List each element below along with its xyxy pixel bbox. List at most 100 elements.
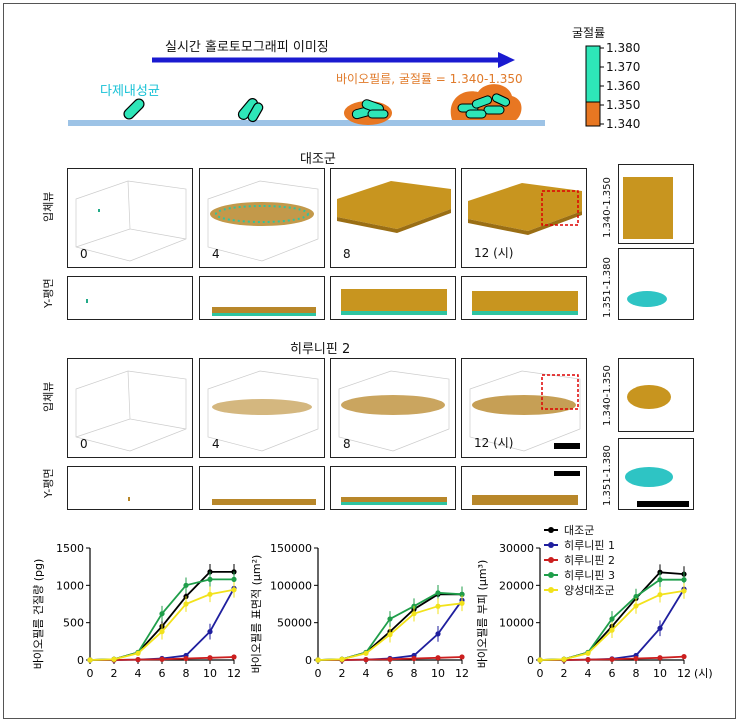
time-label: 0 xyxy=(80,437,88,451)
data-point xyxy=(207,629,213,635)
x-tick-label: 10 xyxy=(431,667,445,680)
ri-tick: 1.370 xyxy=(606,60,641,74)
legend-swatch xyxy=(544,571,558,578)
data-point xyxy=(435,603,441,609)
y-axis-label: 바이오필름 표면적 (μm²) xyxy=(250,555,263,674)
biofilm-render xyxy=(337,181,451,233)
data-point xyxy=(609,616,615,622)
substrate xyxy=(68,120,545,126)
side-label-high: 1.351-1.380 xyxy=(602,445,613,506)
ri-tick: 1.340 xyxy=(606,117,641,131)
x-tick-label: 8 xyxy=(633,667,640,680)
data-point xyxy=(207,655,213,661)
group1-title: 대조군 xyxy=(300,152,336,167)
time-label: 4 xyxy=(212,437,220,451)
x-tick-label: 0 xyxy=(87,667,94,680)
data-point xyxy=(363,657,369,663)
treated-y-0h xyxy=(67,466,193,510)
data-point xyxy=(183,582,189,588)
treated-3d-8h: 8 xyxy=(330,358,456,458)
side-label-low: 1.340-1.350 xyxy=(602,365,613,426)
legend-item: 히루니핀 1 xyxy=(544,537,615,552)
data-point xyxy=(561,656,567,662)
data-point xyxy=(537,657,543,663)
y-tick-label: 10000 xyxy=(499,617,534,630)
data-point xyxy=(435,655,441,661)
legend-label: 히루니핀 2 xyxy=(564,553,615,567)
data-point xyxy=(435,590,441,596)
x-tick-label: 12 xyxy=(455,667,469,680)
legend-marker xyxy=(548,526,554,533)
biofilm-render xyxy=(207,180,319,262)
data-point xyxy=(111,656,117,662)
data-point xyxy=(435,631,441,637)
control-y-4h xyxy=(199,276,325,320)
data-point xyxy=(231,654,237,660)
legend-swatch xyxy=(544,541,558,548)
chart-legend: 대조군 히루니핀 1 히루니핀 2 히루니핀 3 양성대조군 xyxy=(544,522,615,597)
data-point xyxy=(657,625,663,631)
x-tick-label: 10 xyxy=(653,667,667,680)
y-axis-label: 바이오필름 건질량 (pg) xyxy=(32,559,45,670)
legend-marker xyxy=(548,571,554,578)
data-point xyxy=(135,657,141,663)
data-point xyxy=(183,601,189,607)
data-point xyxy=(609,656,615,662)
y-tick-label: 1500 xyxy=(56,542,84,555)
y-tick-label: 0 xyxy=(527,654,534,667)
data-point xyxy=(159,656,165,662)
legend-label: 양성대조군 xyxy=(564,583,615,597)
side-label-low: 1.340-1.350 xyxy=(602,177,613,238)
data-point xyxy=(387,656,393,662)
treated-y-4h xyxy=(199,466,325,510)
data-point xyxy=(231,587,237,593)
y-tick-label: 500 xyxy=(63,617,84,630)
data-point xyxy=(207,591,213,597)
x-tick-label: 6 xyxy=(609,667,616,680)
arrow-label: 실시간 홀로토모그래피 이미징 xyxy=(165,40,329,55)
legend-label: 대조군 xyxy=(564,523,595,537)
data-point xyxy=(159,611,165,617)
time-arrow-head xyxy=(498,52,515,68)
ri-tick: 1.380 xyxy=(606,41,641,55)
time-label: 8 xyxy=(343,247,351,261)
treated-zoom-low-ri xyxy=(618,358,694,432)
data-point xyxy=(135,650,141,656)
time-label: 4 xyxy=(212,247,220,261)
x-tick-label: 2 xyxy=(111,667,118,680)
biofilm-render xyxy=(468,183,582,235)
data-point xyxy=(183,655,189,662)
data-point xyxy=(609,627,615,633)
y-tick-label: 0 xyxy=(305,654,312,667)
data-point xyxy=(459,591,465,597)
control-y-0h xyxy=(67,276,193,320)
treated-3d-4h: 4 xyxy=(199,358,325,458)
treated-zoom-high-ri xyxy=(618,438,694,510)
x-tick-label: 2 xyxy=(561,667,568,680)
legend-swatch xyxy=(544,526,558,533)
bacterium-cell xyxy=(471,95,493,109)
x-tick-label: 4 xyxy=(585,667,592,680)
data-point xyxy=(681,577,687,583)
ri-tick: 1.350 xyxy=(606,98,641,112)
x-tick-label: 10 xyxy=(203,667,217,680)
control-3d-0h: 0 xyxy=(67,168,193,268)
control-zoom-low-ri xyxy=(618,164,694,244)
row-label-3d: 입체뷰 xyxy=(42,191,55,222)
time-label: 12 (시) xyxy=(474,246,514,260)
data-point xyxy=(657,577,663,583)
bacterium-cell xyxy=(247,102,264,123)
treated-3d-12h: 12 (시) xyxy=(461,358,587,458)
data-point xyxy=(585,650,591,656)
legend-item: 히루니핀 2 xyxy=(544,552,615,567)
bacterium-cell xyxy=(465,109,487,119)
legend-item: 대조군 xyxy=(544,522,615,537)
control-zoom-high-ri xyxy=(618,248,694,320)
data-point xyxy=(657,655,663,661)
treated-y-12h xyxy=(461,466,587,510)
x-tick-label: 2 xyxy=(339,667,346,680)
ri-title: 굴절률 xyxy=(572,26,606,40)
control-3d-4h: 4 xyxy=(199,168,325,268)
x-tick-label: 12 xyxy=(227,667,241,680)
data-point xyxy=(159,629,165,635)
